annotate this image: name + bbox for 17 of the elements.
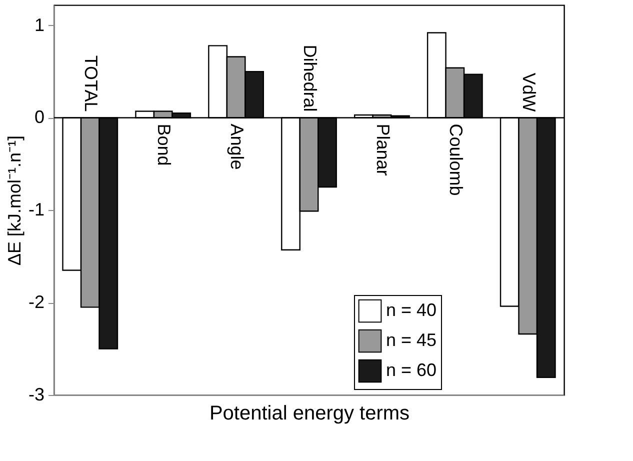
- x-axis-title: Potential energy terms: [209, 402, 410, 424]
- x-tick-label: VdW: [518, 72, 539, 112]
- y-tick-label: 0: [34, 107, 44, 128]
- y-tick-label: -1: [28, 200, 44, 220]
- x-tick-label: Bond: [154, 124, 174, 166]
- legend-label: n = 45: [386, 330, 437, 350]
- x-tick-label: Coulomb: [446, 124, 466, 196]
- y-axis-title: ΔE [kJ.mol⁻¹.n⁻¹]: [4, 135, 24, 266]
- y-tick-label: -3: [28, 384, 44, 404]
- x-tick-label: TOTAL: [81, 55, 102, 112]
- y-tick-label: 1: [34, 14, 44, 35]
- legend-label: n = 40: [386, 300, 437, 320]
- legend-label: n = 60: [386, 360, 437, 380]
- x-tick-label: Dihedral: [300, 44, 320, 112]
- y-tick-label: -2: [28, 292, 44, 312]
- x-tick-label: Angle: [227, 124, 248, 170]
- x-tick-label: Planar: [372, 124, 393, 176]
